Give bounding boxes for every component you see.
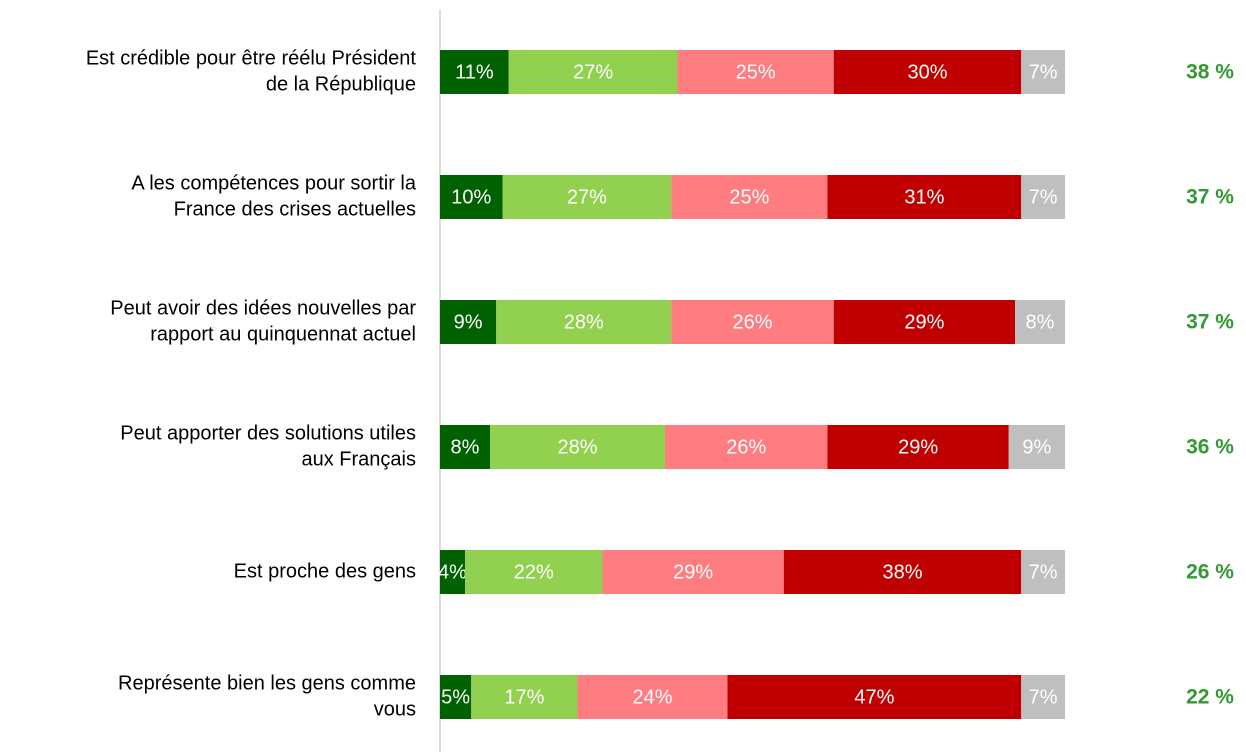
value-label: 11%	[455, 61, 494, 83]
value-label: 9%	[454, 311, 483, 333]
bar-segment	[440, 675, 472, 719]
value-label: 7%	[1029, 186, 1058, 208]
bar-segment	[602, 550, 784, 594]
bar-segment	[1008, 425, 1065, 469]
bar-segment	[1021, 50, 1065, 94]
bar-segment	[440, 175, 503, 219]
value-label: 25%	[729, 186, 769, 208]
value-label: 7%	[1029, 686, 1058, 708]
category-label: A les compétences pour sortir la	[131, 172, 416, 194]
category-label: rapport au quinquennat actuel	[150, 323, 416, 345]
bar-segment	[440, 300, 497, 344]
bar-segment	[671, 300, 834, 344]
bar-segment	[465, 550, 603, 594]
bar-segment	[671, 175, 828, 219]
bar-segment	[508, 50, 678, 94]
value-label: 8%	[451, 436, 480, 458]
bar-segment	[1021, 550, 1065, 594]
total-label: 26 %	[1186, 561, 1234, 584]
value-label: 27%	[573, 61, 613, 83]
category-label: aux Français	[302, 448, 417, 470]
bar-segment	[665, 425, 828, 469]
value-label: 26%	[726, 436, 766, 458]
bar-segment	[440, 550, 465, 594]
bar-segment	[833, 300, 1015, 344]
value-label: 25%	[736, 61, 776, 83]
value-label: 5%	[441, 686, 470, 708]
value-label: 22%	[514, 561, 554, 583]
bar-segment	[827, 425, 1009, 469]
bar-segment	[677, 50, 834, 94]
bar-segment	[727, 675, 1022, 719]
value-label: 17%	[504, 686, 544, 708]
total-label: 36 %	[1186, 436, 1234, 459]
bar-segment	[1021, 675, 1065, 719]
category-label: Représente bien les gens comme	[118, 672, 416, 694]
bar-segment	[496, 300, 672, 344]
bar-segment	[577, 675, 728, 719]
bar-segment	[833, 50, 1022, 94]
bar-segment	[502, 175, 672, 219]
value-label: 8%	[1026, 311, 1055, 333]
category-label: Est crédible pour être réélu Président	[86, 47, 417, 69]
value-label: 9%	[1022, 436, 1051, 458]
value-label: 30%	[907, 61, 947, 83]
value-label: 27%	[567, 186, 607, 208]
value-label: 7%	[1029, 61, 1058, 83]
category-label: Peut apporter des solutions utiles	[120, 422, 416, 444]
value-label: 28%	[557, 436, 597, 458]
value-label: 4%	[438, 561, 467, 583]
value-label: 24%	[632, 686, 672, 708]
value-label: 7%	[1029, 561, 1058, 583]
total-label: 37 %	[1186, 186, 1234, 209]
value-label: 26%	[732, 311, 772, 333]
category-label: Peut avoir des idées nouvelles par	[110, 297, 416, 319]
bar-segment	[783, 550, 1022, 594]
category-label: Est proche des gens	[234, 560, 416, 582]
bar-segment	[1015, 300, 1065, 344]
bar-segment	[490, 425, 665, 469]
bar-segment	[440, 50, 509, 94]
value-label: 29%	[904, 311, 944, 333]
total-label: 38 %	[1186, 61, 1234, 84]
bar-segment	[1021, 175, 1065, 219]
value-label: 31%	[904, 186, 944, 208]
value-label: 28%	[564, 311, 604, 333]
category-label: vous	[374, 698, 416, 720]
bar-segment	[440, 425, 490, 469]
category-label: France des crises actuelles	[174, 198, 416, 220]
total-label: 22 %	[1186, 686, 1234, 709]
value-label: 38%	[882, 561, 922, 583]
total-label: 37 %	[1186, 311, 1234, 334]
category-label: de la République	[266, 73, 416, 95]
value-label: 29%	[673, 561, 713, 583]
bar-segment	[471, 675, 578, 719]
value-label: 10%	[451, 186, 491, 208]
value-label: 47%	[854, 686, 894, 708]
value-label: 29%	[898, 436, 938, 458]
bar-segment	[827, 175, 1022, 219]
